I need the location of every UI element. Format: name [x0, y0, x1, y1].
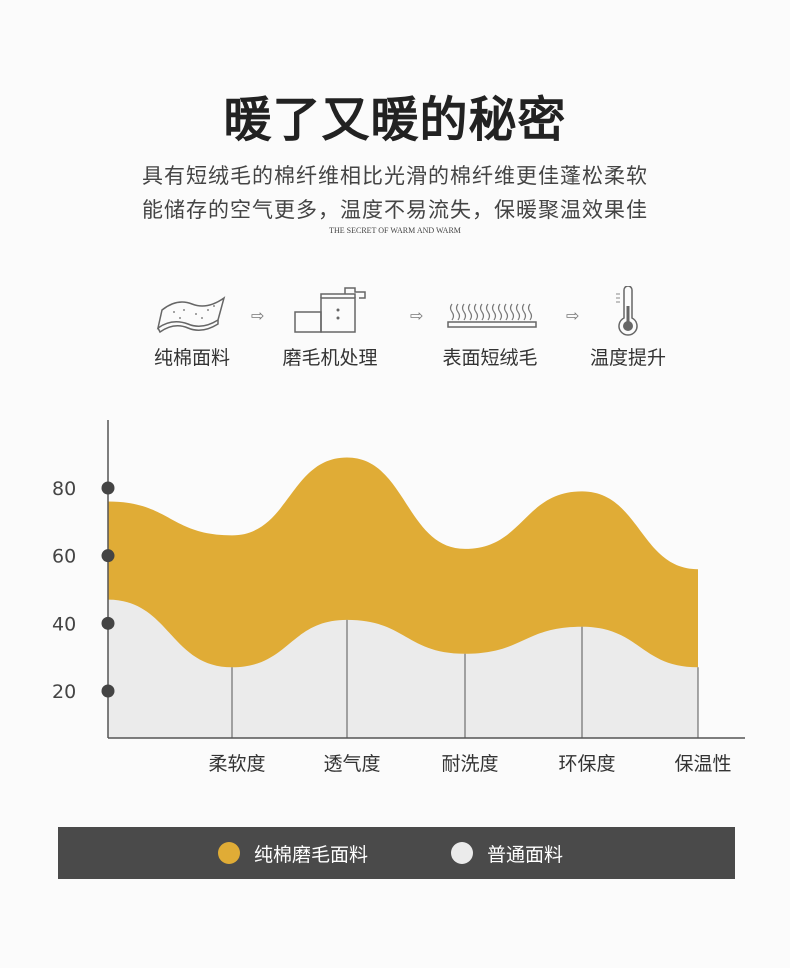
fleece-icon — [447, 303, 537, 328]
subtitle-line-1: 具有短绒毛的棉纤维相比光滑的棉纤维更佳蓬松柔软 — [142, 164, 648, 188]
arrow-right-icon: ⇨ — [410, 306, 424, 325]
legend-label: 纯棉磨毛面料 — [254, 843, 369, 866]
step-label: 温度提升 — [589, 347, 666, 369]
step-thermometer: 温度提升 — [568, 285, 688, 369]
y-tick-marker — [101, 684, 115, 698]
x-tick-label: 环保度 — [558, 753, 615, 775]
page-title: 暖了又暖的秘密 — [223, 92, 567, 148]
thermometer-icon — [616, 285, 638, 336]
x-tick-label: 柔软度 — [208, 753, 265, 775]
arrow-right-icon: ⇨ — [566, 306, 580, 325]
area-chart: 20 40 60 80 柔软度 透气度 耐洗度 环保度 保温性 — [52, 420, 745, 775]
y-tick-marker — [101, 616, 115, 630]
y-tick-label: 40 — [52, 613, 76, 635]
legend: 纯棉磨毛面料 普通面料 — [58, 827, 735, 879]
legend-swatch — [218, 842, 240, 864]
legend-item: 普通面料 — [451, 827, 563, 879]
y-tick-label: 20 — [52, 681, 76, 703]
fabric-icon — [156, 296, 226, 334]
arrow-right-icon: ⇨ — [251, 306, 265, 325]
legend-label: 普通面料 — [487, 843, 564, 866]
legend-item: 纯棉磨毛面料 — [218, 827, 368, 879]
x-tick-label: 透气度 — [323, 753, 380, 775]
subtitle-line-2: 能储存的空气更多，温度不易流失，保暖聚温效果佳 — [142, 198, 648, 222]
step-label: 磨毛机处理 — [282, 347, 378, 369]
series-area-ordinary — [108, 599, 698, 738]
y-tick-label: 80 — [52, 478, 76, 500]
step-fleece: 表面短绒毛 — [430, 286, 550, 369]
step-machine: 磨毛机处理 — [270, 286, 390, 369]
step-fabric: 纯棉面料 — [132, 286, 252, 369]
x-tick-label: 耐洗度 — [441, 753, 498, 775]
y-tick-label: 60 — [52, 546, 76, 568]
y-tick-marker — [101, 549, 115, 563]
x-tick-label: 保温性 — [674, 753, 731, 775]
step-label: 表面短绒毛 — [442, 347, 538, 369]
step-label: 纯棉面料 — [153, 347, 230, 369]
machine-icon — [294, 287, 366, 333]
english-subtitle: THE SECRET OF WARM AND WARM — [329, 226, 461, 235]
legend-swatch — [451, 842, 473, 864]
y-tick-marker — [101, 481, 115, 495]
